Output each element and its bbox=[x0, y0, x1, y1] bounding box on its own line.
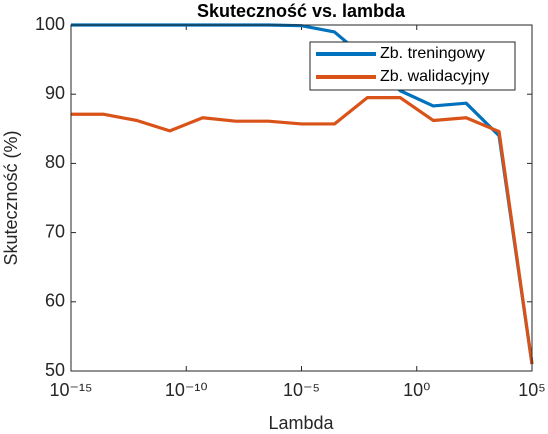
y-tick-label: 70 bbox=[45, 221, 65, 241]
axes-box bbox=[70, 24, 533, 372]
y-tick-label: 60 bbox=[45, 291, 65, 311]
legend-label: Zb. walidacyjny bbox=[380, 68, 489, 85]
y-tick-label: 80 bbox=[45, 152, 65, 172]
legend-label: Zb. treningowy bbox=[380, 45, 485, 62]
y-tick-label: 90 bbox=[45, 83, 65, 103]
y-tick-label: 100 bbox=[35, 14, 65, 34]
x-tick-label: 10⁰ bbox=[403, 380, 430, 400]
y-tick-label: 50 bbox=[45, 360, 65, 380]
chart-title: Skuteczność vs. lambda bbox=[197, 1, 406, 21]
x-tick-label: 10⁵ bbox=[518, 380, 545, 400]
legend-box bbox=[309, 41, 516, 91]
legend: Zb. treningowy Zb. walidacyjny bbox=[309, 41, 516, 91]
x-tick-label: 10⁻¹⁵ bbox=[50, 380, 93, 400]
x-tick-label: 10⁻¹⁰ bbox=[165, 380, 208, 400]
x-axis-label: Lambda bbox=[268, 413, 334, 433]
x-tick-label: 10⁻⁵ bbox=[283, 380, 320, 400]
y-axis-label: Skuteczność (%) bbox=[1, 130, 21, 265]
data-line bbox=[71, 96, 534, 365]
